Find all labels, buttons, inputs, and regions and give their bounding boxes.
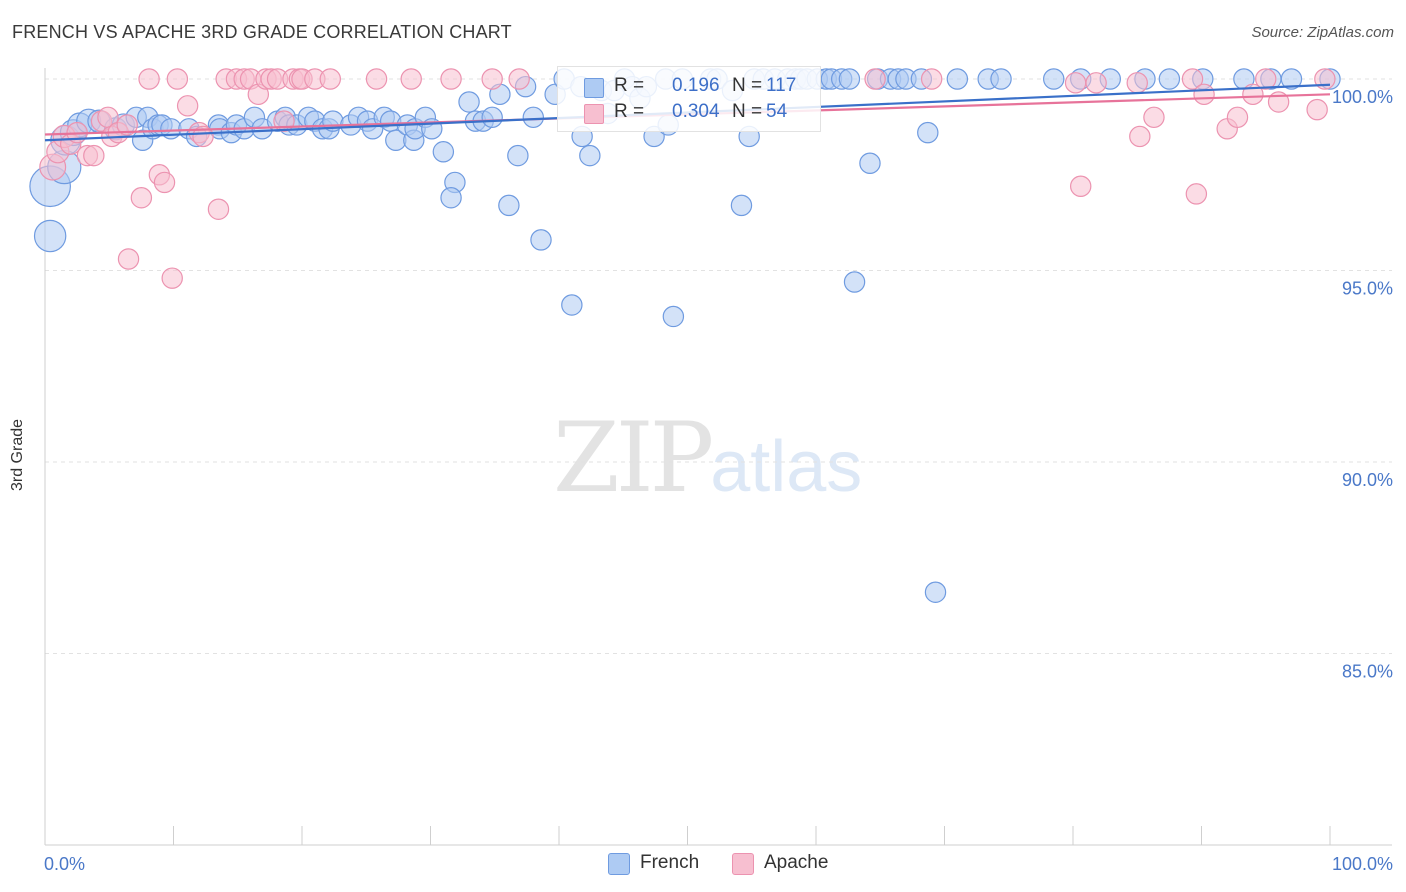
n-label: N = xyxy=(732,101,763,122)
stats-legend: R = 0.196 N = 117 R = 0.304 N = 54 xyxy=(557,66,821,132)
apache-r-value: 0.304 xyxy=(672,101,720,122)
french-point xyxy=(1158,68,1181,90)
apache-point xyxy=(1085,72,1107,94)
apache-point xyxy=(153,171,176,194)
r-label: R = xyxy=(614,101,645,122)
french-point xyxy=(859,152,881,174)
apache-point xyxy=(920,68,943,90)
apache-point xyxy=(83,144,105,167)
y-tick-label: 90.0% xyxy=(1342,470,1393,490)
apache-legend-swatch xyxy=(732,853,754,875)
y-tick-label: 95.0% xyxy=(1342,279,1393,299)
axes xyxy=(44,68,1392,846)
apache-point xyxy=(117,248,140,270)
french-point xyxy=(33,219,67,253)
apache-point xyxy=(508,68,530,90)
french-point xyxy=(1280,68,1303,90)
french-point xyxy=(522,106,545,129)
french-legend-label: French xyxy=(640,852,700,873)
french-point xyxy=(730,194,753,217)
n-label: N = xyxy=(732,75,763,96)
french-point xyxy=(1043,68,1065,90)
y-tick-label: 100.0% xyxy=(1332,87,1393,107)
french-point xyxy=(481,106,503,129)
apache-point xyxy=(130,187,153,209)
french-r-value: 0.196 xyxy=(672,75,720,96)
french-point xyxy=(498,194,520,217)
french-point xyxy=(432,141,455,163)
apache-point xyxy=(1193,83,1215,106)
watermark-zip: ZIP xyxy=(553,402,714,514)
french-point xyxy=(530,229,552,251)
french-point xyxy=(579,144,601,167)
french-point xyxy=(990,68,1012,90)
apache-point xyxy=(1064,72,1087,94)
apache-swatch xyxy=(584,104,604,124)
french-point xyxy=(458,91,480,113)
watermark-atlas: atlas xyxy=(710,427,863,507)
french-point xyxy=(662,305,685,328)
french-point xyxy=(838,68,861,90)
french-n-value: 117 xyxy=(766,75,797,96)
apache-point xyxy=(1306,98,1328,121)
apache-point xyxy=(166,68,189,90)
apache-point xyxy=(192,125,214,148)
apache-point xyxy=(400,68,422,90)
r-label: R = xyxy=(614,75,645,96)
apache-point xyxy=(1185,183,1208,205)
french-point xyxy=(917,121,939,144)
apache-point xyxy=(1129,125,1151,148)
apache-point xyxy=(1181,68,1204,90)
apache-point xyxy=(1126,72,1148,94)
tick-labels: 100.0% 95.0% 90.0% 85.0% 0.0% 100.0% xyxy=(44,87,1393,874)
french-points xyxy=(29,68,1341,603)
apache-point xyxy=(138,68,160,90)
apache-n-value: 54 xyxy=(766,101,788,122)
watermark: ZIPatlas xyxy=(553,402,862,514)
apache-point xyxy=(207,198,230,220)
chart-title: FRENCH VS APACHE 3RD GRADE CORRELATION C… xyxy=(12,22,512,42)
apache-point xyxy=(481,68,503,90)
apache-point xyxy=(864,68,886,90)
french-point xyxy=(561,294,583,316)
apache-point xyxy=(1226,106,1249,129)
french-point xyxy=(440,187,462,209)
grid-lines xyxy=(45,78,1392,654)
apache-point xyxy=(1255,68,1277,90)
french-point xyxy=(924,581,947,603)
apache-point xyxy=(176,95,199,117)
apache-point xyxy=(319,68,341,90)
apache-point xyxy=(161,267,183,289)
apache-legend-label: Apache xyxy=(764,852,829,873)
apache-point xyxy=(1143,106,1165,129)
french-point xyxy=(946,68,969,90)
x-tick-label: 100.0% xyxy=(1332,854,1393,874)
french-point xyxy=(507,144,529,167)
apache-point xyxy=(440,68,462,90)
y-tick-label: 85.0% xyxy=(1342,662,1393,682)
french-legend-swatch xyxy=(608,853,630,875)
apache-point xyxy=(1069,175,1092,197)
apache-point xyxy=(365,68,388,90)
french-point xyxy=(843,271,866,293)
apache-point xyxy=(116,114,138,136)
x-tick-label: 0.0% xyxy=(44,854,85,874)
source-label: Source: ZipAtlas.com xyxy=(1251,24,1394,41)
french-swatch xyxy=(584,78,604,98)
